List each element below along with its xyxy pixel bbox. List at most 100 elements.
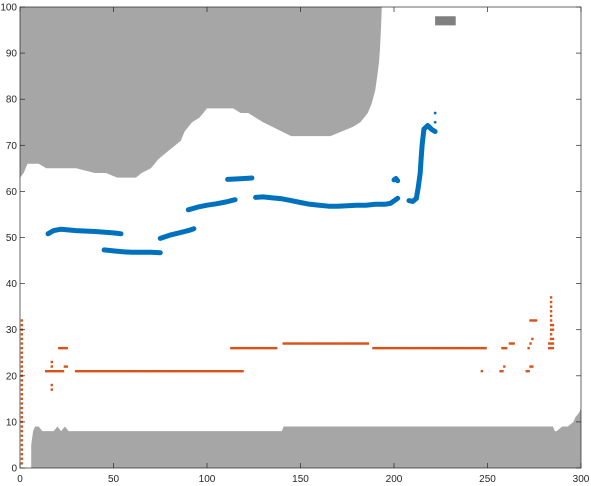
orange-series-point [284, 342, 287, 345]
blue-series-segment [225, 175, 255, 182]
orange-series-point [372, 346, 375, 350]
orange-series-point [59, 346, 63, 350]
orange-series-point [217, 369, 220, 373]
orange-series-point [226, 369, 229, 373]
orange-series-point [20, 443, 24, 447]
orange-series-point [435, 346, 439, 350]
orange-series-point [331, 342, 334, 345]
orange-series-point [332, 342, 336, 345]
orange-series-point [59, 369, 63, 373]
orange-series-point [381, 346, 384, 350]
orange-series-point [20, 439, 24, 442]
orange-series-point [405, 346, 409, 350]
orange-series-point [54, 369, 57, 373]
orange-series-point [164, 369, 168, 373]
orange-series-point [551, 323, 555, 327]
orange-series-point [91, 369, 95, 373]
orange-series-point [46, 369, 50, 373]
orange-series-point [359, 342, 362, 345]
orange-series-point [529, 365, 532, 368]
orange-series-point [549, 333, 553, 336]
orange-series-point [159, 369, 162, 373]
orange-series-point [334, 342, 338, 345]
orange-series-point [473, 346, 476, 350]
orange-series-point [549, 323, 553, 327]
orange-series-point [297, 342, 300, 345]
orange-series-point [241, 369, 244, 373]
orange-series-point [20, 402, 24, 405]
orange-series-point [203, 369, 207, 373]
orange-series-point [437, 346, 441, 350]
orange-series-point [20, 406, 24, 410]
orange-series-point [387, 346, 390, 350]
orange-series-point [551, 337, 555, 341]
orange-series-point [409, 346, 413, 350]
orange-series-point [187, 369, 190, 373]
orange-series-point [145, 369, 149, 373]
orange-series-point [529, 342, 532, 345]
orange-series-point [20, 360, 24, 364]
orange-series-point [316, 342, 319, 345]
orange-series-point [211, 369, 214, 373]
orange-series-point [314, 342, 317, 345]
orange-series-point [379, 346, 383, 350]
orange-series-point [338, 342, 341, 345]
x-tick-label: 150 [292, 474, 309, 485]
orange-series-point [230, 369, 233, 373]
y-tick-label: 40 [6, 279, 18, 290]
orange-series-point [471, 346, 474, 350]
orange-series-point [349, 342, 353, 345]
orange-series-point [44, 369, 48, 373]
orange-series-point [61, 346, 65, 350]
y-tick-label: 30 [6, 325, 18, 336]
orange-series-point [20, 448, 24, 451]
orange-series-point [102, 369, 106, 373]
orange-series-point [87, 369, 91, 373]
orange-series-point [534, 319, 538, 322]
orange-series-point [84, 369, 87, 373]
orange-series-point [20, 462, 24, 465]
orange-series-point [119, 369, 123, 373]
orange-series-point [551, 328, 555, 331]
orange-series-point [304, 342, 308, 345]
orange-series-point [269, 346, 272, 350]
blue-series-segment [391, 176, 401, 184]
plot-area [20, 7, 581, 468]
orange-series-point [58, 369, 61, 373]
orange-series-point [303, 342, 306, 345]
orange-series-point [476, 346, 480, 350]
orange-series-point [458, 346, 461, 350]
orange-series-point [181, 369, 184, 373]
orange-series-point [50, 369, 53, 373]
orange-series-point [127, 369, 130, 373]
orange-series-point [231, 369, 235, 373]
orange-series-point [252, 346, 255, 350]
orange-series-point [301, 342, 304, 345]
orange-series-point [235, 369, 239, 373]
orange-series-point [461, 346, 465, 350]
orange-series-point [288, 342, 291, 345]
orange-series-point [383, 346, 386, 350]
orange-series-point [525, 369, 528, 373]
orange-series-point [549, 328, 553, 331]
orange-series-point [237, 346, 240, 350]
orange-series-point [282, 342, 285, 345]
orange-series-point [321, 342, 325, 345]
orange-series-point [529, 319, 532, 322]
orange-series-point [149, 369, 153, 373]
orange-series-point [549, 300, 553, 304]
orange-series-point [93, 369, 96, 373]
orange-series-point [200, 369, 203, 373]
orange-series-point [286, 342, 289, 345]
orange-series-point [117, 369, 121, 373]
orange-series-point [246, 346, 250, 350]
orange-series-point [375, 346, 379, 350]
orange-series-point [308, 342, 312, 345]
orange-series-point [299, 342, 302, 345]
orange-series-point [205, 369, 209, 373]
x-tick-label: 300 [573, 474, 590, 485]
orange-series-point [478, 346, 482, 350]
orange-series-point [170, 369, 173, 373]
orange-series-point [355, 342, 358, 345]
orange-series-point [20, 388, 24, 391]
